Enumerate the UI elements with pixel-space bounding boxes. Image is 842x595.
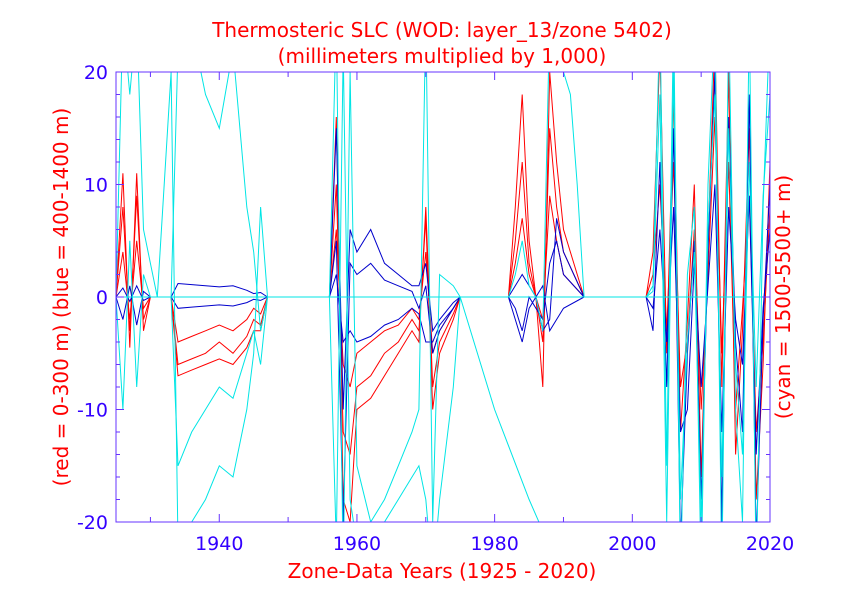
y-tick-label: 20 [84, 62, 108, 84]
series-line-cyan-28 [645, 72, 770, 522]
y-tick-label: -10 [77, 400, 108, 422]
x-axis-label: Zone-Data Years (1925 - 2020) [288, 559, 597, 583]
series-line-blue-12 [328, 240, 461, 522]
series-line-cyan-5 [116, 72, 268, 466]
series-line-blue-21 [507, 273, 585, 333]
series-line-red-0 [116, 240, 268, 343]
x-tick-label: 1940 [195, 533, 243, 555]
y-axis-label-right: (cyan = 1500-5500+ m) [771, 175, 795, 419]
x-tick-label: 2000 [608, 533, 656, 555]
series-line-blue-11 [328, 128, 461, 410]
series-line-cyan-7 [170, 72, 268, 331]
y-tick-label: -20 [77, 512, 108, 534]
x-tick-label: 2020 [746, 533, 794, 555]
y-tick-label: 10 [84, 175, 108, 197]
series-line-cyan-27 [645, 72, 769, 522]
series-line-blue-26 [645, 184, 770, 455]
series-line-red-16 [507, 72, 585, 388]
tick-layer: 1940 1960 1980 2000 2020 -20 -10 0 10 20 [77, 62, 794, 555]
y-axis-label-left: (red = 0-300 m) (blue = 400-1400 m) [49, 108, 73, 487]
chart-subtitle: (millimeters multiplied by 1,000) [278, 44, 607, 68]
series-line-red-17 [507, 128, 585, 343]
series-line-cyan-14 [328, 72, 461, 522]
series-layer [116, 72, 770, 522]
series-line-cyan-15 [328, 72, 540, 522]
x-tick-label: 1980 [470, 533, 518, 555]
series-line-blue-25 [645, 72, 770, 522]
y-tick-label: 0 [96, 287, 108, 309]
series-line-blue-3 [116, 282, 268, 303]
series-line-cyan-22 [507, 72, 585, 331]
series-line-cyan-6 [116, 72, 268, 522]
chart-title: Thermosteric SLC (WOD: layer_13/zone 540… [211, 18, 672, 42]
series-line-blue-4 [116, 285, 268, 326]
series-line-red-2 [116, 173, 268, 377]
x-tick-label: 1960 [333, 533, 381, 555]
series-line-blue-13 [328, 274, 461, 344]
